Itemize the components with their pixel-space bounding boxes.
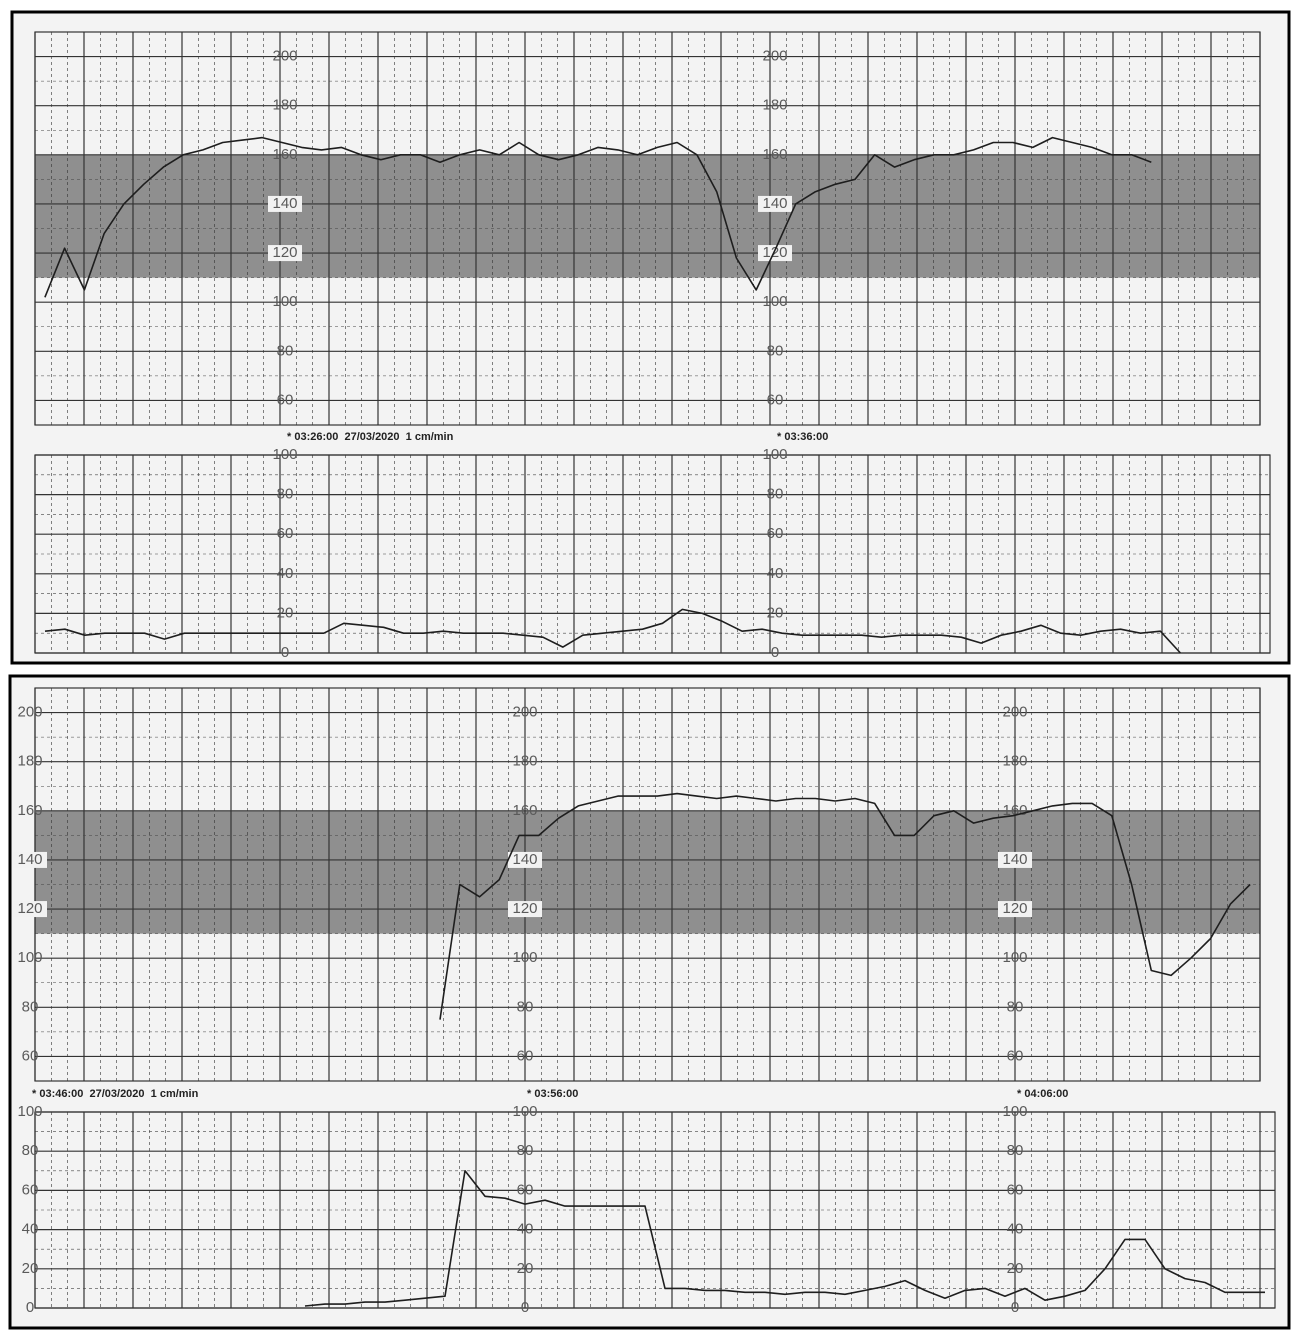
y-tick-label: 180	[17, 753, 42, 770]
y-tick-label: 80	[277, 342, 294, 359]
plot-frame	[34, 454, 1271, 654]
y-tick-label: 120	[272, 244, 297, 261]
trace	[44, 608, 1181, 654]
y-tick-label: 60	[517, 1181, 534, 1198]
y-tick-label: 20	[22, 1260, 39, 1277]
time-annotation: * 03:26:00 27/03/2020 1 cm/min	[287, 431, 454, 443]
tick-label-box	[758, 245, 792, 262]
y-tick-label: 80	[767, 486, 784, 503]
y-tick-label: 80	[517, 998, 534, 1015]
y-tick-label: 100	[762, 446, 787, 463]
y-tick-label: 40	[1007, 1221, 1024, 1238]
tick-label-box	[268, 245, 302, 262]
y-tick-label: 180	[1002, 753, 1027, 770]
y-tick-label: 160	[272, 146, 297, 163]
y-tick-label: 80	[1007, 998, 1024, 1015]
y-tick-label: 40	[22, 1221, 39, 1238]
y-tick-label: 60	[1007, 1181, 1024, 1198]
y-tick-label: 60	[517, 1047, 534, 1064]
y-tick-label: 200	[272, 48, 297, 65]
y-tick-label: 160	[1002, 802, 1027, 819]
y-tick-label: 100	[512, 1103, 537, 1120]
y-tick-label: 40	[517, 1221, 534, 1238]
y-tick-label: 140	[272, 195, 297, 212]
time-annotation: * 03:46:00 27/03/2020 1 cm/min	[32, 1088, 199, 1100]
panel-frame	[8, 674, 1291, 1330]
y-tick-label: 200	[1002, 704, 1027, 721]
y-tick-label: 80	[767, 342, 784, 359]
y-tick-label: 0	[521, 1299, 529, 1316]
y-tick-label: 60	[277, 391, 294, 408]
y-tick-label: 120	[762, 244, 787, 261]
y-tick-label: 140	[1002, 851, 1027, 868]
y-tick-label: 120	[1002, 900, 1027, 917]
tick-label-box	[998, 901, 1032, 918]
y-tick-label: 20	[277, 604, 294, 621]
tick-label-box	[13, 901, 47, 918]
time-annotation: * 03:36:00	[777, 431, 828, 443]
y-tick-label: 160	[762, 146, 787, 163]
tick-label-box	[13, 851, 47, 868]
y-tick-label: 60	[767, 391, 784, 408]
y-tick-label: 200	[17, 704, 42, 721]
y-tick-label: 80	[277, 486, 294, 503]
plot-frame	[34, 687, 1261, 1082]
y-tick-label: 100	[17, 1103, 42, 1120]
time-annotation: * 04:06:00	[1017, 1088, 1068, 1100]
y-tick-label: 60	[1007, 1047, 1024, 1064]
trace	[44, 136, 1152, 298]
y-tick-label: 100	[17, 949, 42, 966]
y-tick-label: 100	[272, 446, 297, 463]
y-tick-label: 0	[1011, 1299, 1019, 1316]
y-tick-label: 60	[22, 1047, 39, 1064]
y-tick-label: 80	[22, 998, 39, 1015]
y-tick-label: 200	[512, 704, 537, 721]
y-tick-label: 80	[517, 1142, 534, 1159]
y-tick-label: 160	[17, 802, 42, 819]
y-tick-label: 20	[767, 604, 784, 621]
normal-range-band	[35, 810, 1260, 934]
y-tick-label: 200	[762, 48, 787, 65]
y-tick-label: 140	[17, 851, 42, 868]
y-tick-label: 140	[512, 851, 537, 868]
tick-label-box	[998, 851, 1032, 868]
y-tick-label: 100	[762, 293, 787, 310]
y-tick-label: 60	[277, 525, 294, 542]
plot-frame	[34, 1111, 1276, 1309]
y-tick-label: 100	[272, 293, 297, 310]
y-tick-label: 100	[1002, 949, 1027, 966]
plot-frame	[34, 31, 1261, 426]
time-annotation: * 03:56:00	[527, 1088, 578, 1100]
y-tick-label: 160	[512, 802, 537, 819]
y-tick-label: 100	[1002, 1103, 1027, 1120]
y-tick-label: 140	[762, 195, 787, 212]
trace	[439, 792, 1251, 1020]
y-tick-label: 80	[1007, 1142, 1024, 1159]
y-tick-label: 40	[767, 565, 784, 582]
tick-label-box	[508, 851, 542, 868]
tick-label-box	[758, 195, 792, 212]
normal-range-band	[35, 154, 1260, 278]
y-tick-label: 80	[22, 1142, 39, 1159]
y-tick-label: 0	[26, 1299, 34, 1316]
y-tick-label: 0	[771, 644, 779, 661]
trace	[304, 1170, 1265, 1307]
panel-frame	[10, 10, 1291, 665]
y-tick-label: 120	[512, 900, 537, 917]
y-tick-label: 180	[762, 97, 787, 114]
y-tick-label: 60	[22, 1181, 39, 1198]
y-tick-label: 180	[272, 97, 297, 114]
tick-label-box	[508, 901, 542, 918]
y-tick-label: 180	[512, 753, 537, 770]
tick-label-box	[268, 195, 302, 212]
y-tick-label: 40	[277, 565, 294, 582]
y-tick-label: 20	[1007, 1260, 1024, 1277]
y-tick-label: 60	[767, 525, 784, 542]
y-tick-label: 120	[17, 900, 42, 917]
y-tick-label: 100	[512, 949, 537, 966]
y-tick-label: 20	[517, 1260, 534, 1277]
y-tick-label: 0	[281, 644, 289, 661]
